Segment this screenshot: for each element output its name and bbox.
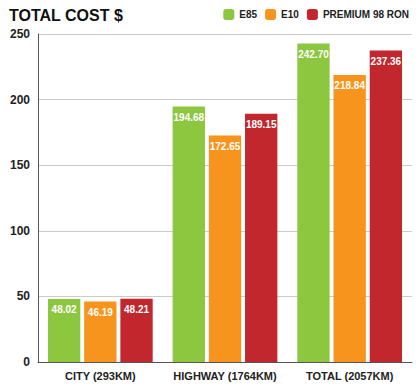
svg-text:CITY (293KM): CITY (293KM) bbox=[65, 370, 136, 382]
svg-text:48.21: 48.21 bbox=[124, 304, 149, 315]
svg-text:PREMIUM 98 RON: PREMIUM 98 RON bbox=[323, 9, 409, 20]
svg-text:TOTAL COST $: TOTAL COST $ bbox=[9, 7, 123, 24]
svg-text:HIGHWAY (1764KM): HIGHWAY (1764KM) bbox=[173, 370, 277, 382]
svg-text:200: 200 bbox=[10, 93, 30, 107]
svg-text:194.68: 194.68 bbox=[174, 112, 205, 123]
svg-text:100: 100 bbox=[10, 224, 30, 238]
svg-text:E85: E85 bbox=[239, 9, 257, 20]
svg-text:E10: E10 bbox=[281, 9, 299, 20]
svg-text:150: 150 bbox=[10, 158, 30, 172]
svg-text:0: 0 bbox=[23, 355, 30, 369]
svg-text:242.70: 242.70 bbox=[298, 49, 329, 60]
svg-text:46.19: 46.19 bbox=[88, 307, 113, 318]
svg-text:189.15: 189.15 bbox=[246, 119, 277, 130]
svg-text:50: 50 bbox=[17, 289, 31, 303]
svg-text:237.36: 237.36 bbox=[371, 56, 402, 67]
svg-text:172.65: 172.65 bbox=[210, 141, 241, 152]
svg-text:48.02: 48.02 bbox=[52, 304, 77, 315]
svg-text:TOTAL (2057KM): TOTAL (2057KM) bbox=[306, 370, 394, 382]
svg-text:218.84: 218.84 bbox=[334, 80, 365, 91]
svg-text:250: 250 bbox=[10, 27, 30, 41]
